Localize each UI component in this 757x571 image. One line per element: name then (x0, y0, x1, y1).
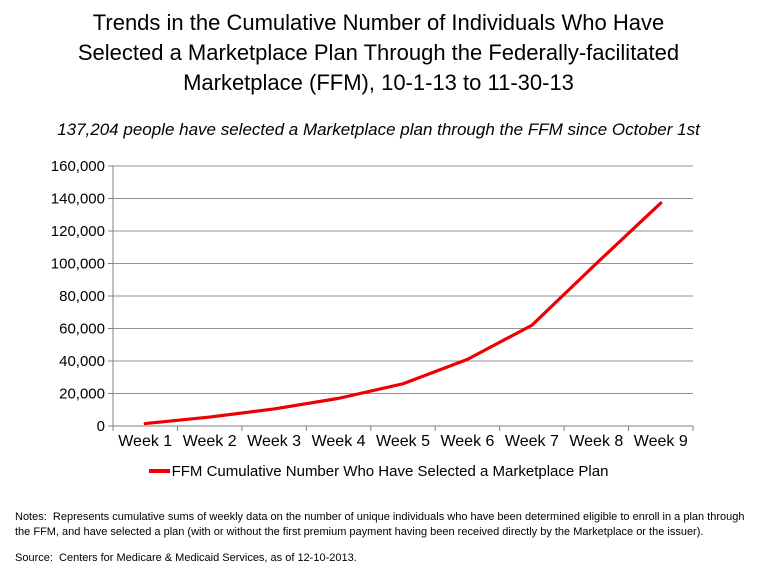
data-line (143, 201, 663, 426)
x-axis-label: Week 6 (440, 433, 494, 450)
y-axis-label: 0 (97, 418, 105, 435)
y-axis-label: 100,000 (51, 256, 105, 273)
page-title: Trends in the Cumulative Number of Indiv… (0, 0, 757, 98)
y-axis-label: 80,000 (59, 288, 105, 305)
y-axis-label: 140,000 (51, 191, 105, 208)
legend-line-swatch (148, 469, 170, 474)
y-axis-label: 20,000 (59, 386, 105, 403)
title-line-1: Trends in the Cumulative Number of Indiv… (92, 10, 665, 35)
x-axis-label: Week 9 (634, 433, 688, 450)
y-axis-label: 40,000 (59, 353, 105, 370)
x-axis-label: Week 7 (505, 433, 559, 450)
notes-text: Notes: Represents cumulative sums of wee… (15, 511, 748, 538)
x-axis-label: Week 8 (569, 433, 623, 450)
line-chart: 0 20,000 40,000 60,000 80,000 100,000 120,000 1… (51, 158, 694, 450)
legend-label: FFM Cumulative Number Who Have Selected … (171, 463, 609, 480)
title-line-3: Marketplace (FFM), 10-1-13 to 11-30-13 (183, 70, 574, 95)
y-axis-label: 160,000 (51, 158, 105, 175)
title-line-2: Selected a Marketplace Plan Through the … (77, 40, 680, 65)
x-axis-label: Week 1 (118, 433, 172, 450)
source-text: Source: Centers for Medicare & Medicaid … (15, 552, 357, 564)
chart-legend: FFM Cumulative Number Who Have Selected … (0, 463, 757, 481)
x-axis-label: Week 5 (376, 433, 430, 450)
x-axis-label: Week 3 (247, 433, 301, 450)
x-axis-label: Week 2 (183, 433, 237, 450)
chart-subtitle: 137,204 people have selected a Marketpla… (57, 120, 700, 139)
y-axis-label: 60,000 (59, 321, 105, 338)
x-axis-label: Week 4 (312, 433, 366, 450)
y-axis-label: 120,000 (51, 223, 105, 240)
